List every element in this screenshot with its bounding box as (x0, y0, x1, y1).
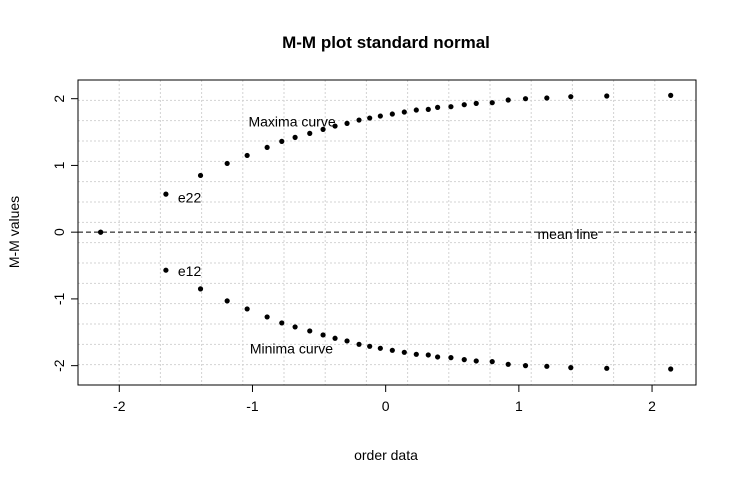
minima-point (401, 349, 407, 355)
maxima-point (197, 172, 204, 179)
maxima-point (489, 100, 495, 106)
maxima-point (568, 94, 574, 100)
maxima-point (356, 117, 362, 123)
maxima-point (389, 111, 395, 117)
y-tick-label: -2 (51, 359, 67, 372)
maxima-point (244, 152, 250, 159)
maxima-point (413, 107, 419, 113)
minima-point (292, 324, 298, 330)
maxima-point (505, 97, 511, 103)
maxima-point (668, 92, 674, 98)
minima-point (461, 357, 467, 363)
x-tick-label: 0 (382, 398, 390, 414)
minima-point (279, 320, 285, 326)
minima-point (425, 352, 431, 358)
chart-title: M-M plot standard normal (282, 33, 490, 52)
maxima-point (544, 95, 550, 101)
y-axis-label: M-M values (6, 196, 22, 268)
y-tick-label: 2 (51, 95, 67, 103)
x-tick-label: 2 (648, 398, 656, 414)
annotation-e12: e12 (178, 263, 202, 279)
points (98, 92, 674, 372)
maxima-point (401, 109, 407, 115)
maxima-point (292, 134, 298, 140)
minima-point (98, 229, 104, 235)
minima-point (473, 358, 479, 364)
minima-point (389, 347, 395, 353)
minima-point (224, 298, 230, 304)
maxima-point (473, 100, 479, 106)
minima-point (163, 267, 169, 273)
maxima-point (425, 106, 431, 112)
minima-point (489, 359, 495, 365)
minima-point (244, 306, 250, 312)
annotation-minima-curve: Minima curve (250, 340, 333, 356)
x-tick-label: -2 (113, 398, 126, 414)
maxima-point (604, 93, 610, 99)
x-axis-label: order data (354, 447, 418, 463)
maxima-point (344, 120, 350, 126)
minima-point (435, 354, 441, 360)
minima-point (320, 332, 326, 338)
maxima-point (461, 102, 467, 108)
minima-point (367, 343, 373, 349)
maxima-point (320, 126, 326, 132)
maxima-point (307, 130, 313, 136)
annotation-maxima-curve: Maxima curve (248, 113, 335, 129)
minima-point (332, 335, 338, 341)
minima-point (448, 355, 454, 361)
maxima-point (377, 113, 383, 119)
y-tick-label: 0 (51, 228, 67, 236)
minima-point (522, 363, 529, 369)
annotations: Maxima curve e22 e12 Minima curve mean line (178, 113, 599, 356)
annotation-mean-line: mean line (538, 226, 599, 242)
annotation-e22: e22 (178, 189, 202, 205)
minima-point (544, 363, 550, 369)
maxima-point (163, 191, 169, 197)
minima-point (413, 351, 419, 357)
plot-frame (77, 79, 697, 386)
minima-point (604, 365, 610, 371)
maxima-point (435, 104, 441, 110)
minima-point (264, 314, 270, 320)
minima-point (307, 328, 313, 334)
minima-point (377, 345, 383, 351)
y-tick-label: -1 (51, 292, 67, 305)
maxima-point (332, 123, 338, 129)
axes: -2 -1 0 1 2 -2 -1 0 1 2 (51, 95, 656, 414)
maxima-point (367, 115, 373, 121)
maxima-point (448, 104, 454, 110)
y-tick-label: 1 (51, 161, 67, 169)
maxima-point (264, 144, 270, 151)
minima-point (356, 341, 362, 347)
minima-point (568, 365, 574, 371)
minima-point (197, 286, 204, 292)
minima-point (344, 338, 350, 344)
minima-point (505, 361, 511, 367)
x-tick-label: 1 (515, 398, 523, 414)
maxima-point (279, 138, 285, 145)
maxima-point (522, 96, 529, 102)
maxima-point (224, 160, 230, 167)
minima-point (668, 366, 674, 372)
x-tick-label: -1 (246, 398, 259, 414)
